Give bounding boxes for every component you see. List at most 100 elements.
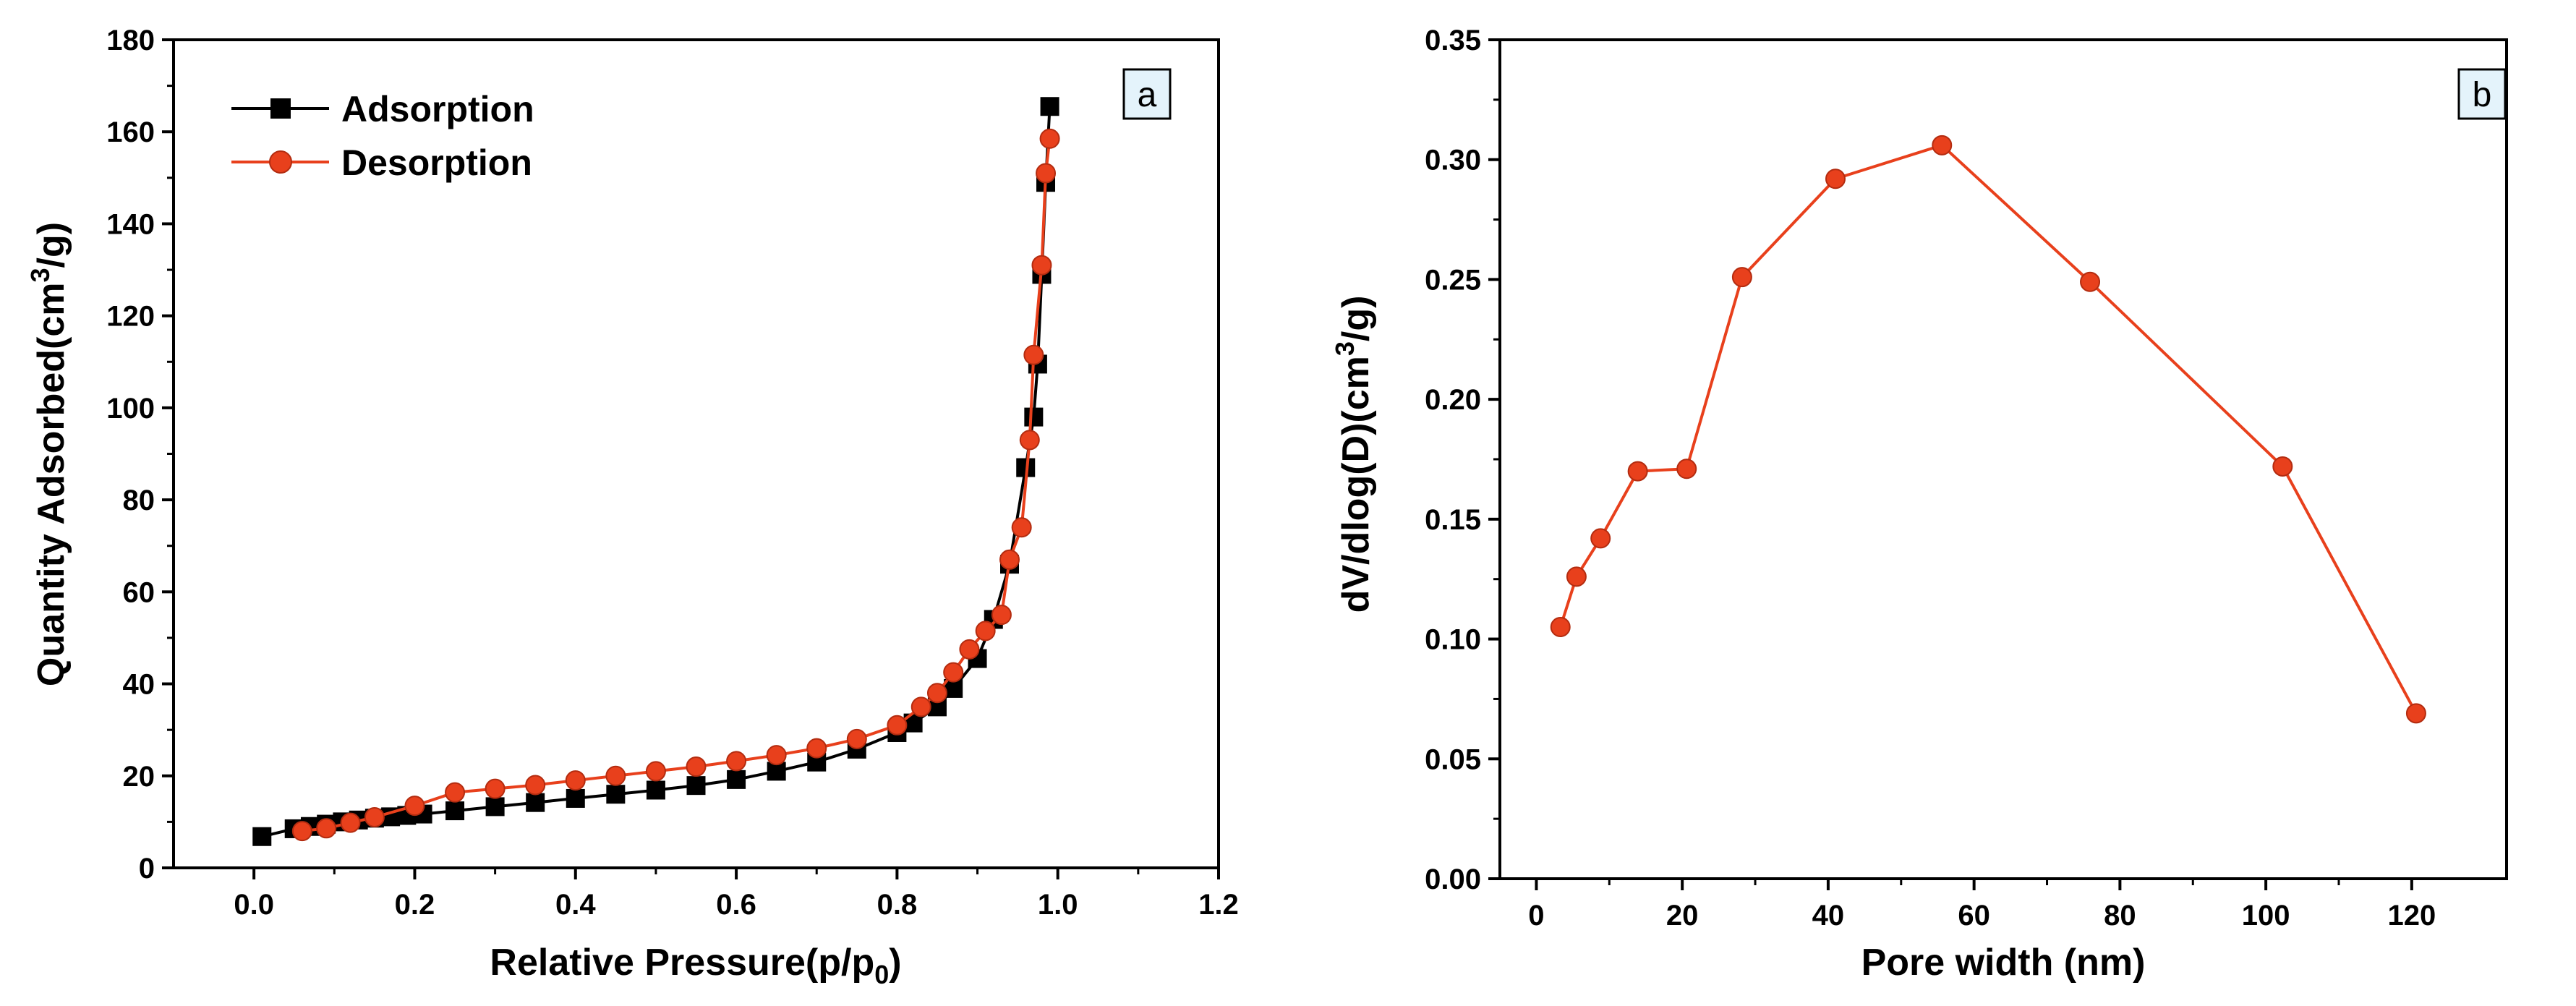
panel-a-data-point [1040, 97, 1059, 116]
panel-a-x-tick-label: 0.8 [877, 889, 918, 921]
panel-b-data-point [2080, 271, 2101, 292]
panel-b-x-tick-label: 100 [2242, 900, 2290, 932]
panel-a-x-tick-label: 0.0 [234, 889, 274, 921]
panel-a-xlabel: Relative Pressure(p/p0) [490, 942, 901, 989]
panel-b-x-tick-label: 0 [1528, 900, 1544, 932]
panel-a-data-point [991, 605, 1012, 626]
panel-b-y-tick-label: 0.20 [1425, 384, 1481, 416]
panel-a-data-point [445, 782, 466, 803]
panel-a-data-point [975, 621, 996, 641]
legend-item-adsorption: Adsorption [231, 89, 534, 129]
panel-a-data-point [1011, 517, 1032, 538]
panel-a-data-point [340, 812, 361, 833]
panel-b-data-point [1566, 566, 1587, 587]
panel-b-axes: 0 20 40 60 80 100 120 0.00 0.05 0.10 0.15 0.20 0.25 0… [1425, 25, 2436, 932]
panel-b-data-point [1590, 528, 1611, 549]
panel-a-data-point [316, 818, 337, 839]
panel-a-data-point [910, 696, 931, 717]
panel-a-data-point [887, 715, 908, 736]
panel-a-x-tick-label: 1.2 [1198, 889, 1239, 921]
panel-a-tag-label: a [1138, 76, 1157, 114]
panel-a-y-tick-label: 80 [123, 485, 155, 516]
legend-marker-adsorption [270, 98, 291, 119]
panel-a-data-point [485, 778, 506, 799]
panel-a-series-line-1 [302, 138, 1052, 833]
panel-b-data-point [1825, 169, 1846, 189]
panel-b-x-tick-label: 40 [1812, 900, 1845, 932]
panel-a-data-point [291, 821, 312, 842]
panel-a-data-point [565, 770, 586, 791]
panel-a-data-point [999, 549, 1020, 570]
panel-b-data-point [1550, 617, 1571, 637]
panel-a-data-point [1031, 255, 1052, 276]
panel-a-tag-box [1122, 68, 1172, 120]
panel-a-data-point [645, 761, 666, 782]
panel-b-data-point [1932, 135, 1953, 155]
panel-a-series [252, 97, 1060, 846]
panel-a-data-point [1039, 128, 1060, 149]
panel-b-pore-size-distribution: 0 20 40 60 80 100 120 0.00 0.05 0.10 0.15 0.20 0.25 0… [1330, 25, 2508, 984]
panel-a-adsorption-isotherm: 0.0 0.2 0.4 0.6 0.8 1.0 1.2 0 20 40 60 80 100 120 140 1… [25, 25, 1239, 989]
panel-a-data-point [646, 780, 665, 800]
panel-b-data-point [2272, 456, 2293, 477]
panel-a-ylabel: Quantity Adsorbed(cm3/g) [25, 222, 72, 686]
panel-b-ylabel: dV/dlog(D)(cm3/g) [1330, 296, 1377, 613]
panel-a-x-tick-label: 1.0 [1038, 889, 1078, 921]
panel-a-x-tick-label: 0.4 [555, 889, 596, 921]
panel-a-series-line-0 [261, 106, 1052, 838]
panel-a-y-tick-label: 40 [123, 669, 155, 701]
panel-a-data-point [485, 797, 505, 817]
panel-a-y-tick-label: 160 [106, 116, 155, 148]
panel-a-x-tick-label: 0.6 [716, 889, 756, 921]
legend-label-adsorption: Adsorption [341, 89, 534, 129]
panel-b-x-tick-label: 20 [1666, 900, 1699, 932]
panel-a-data-point [727, 770, 746, 789]
panel-b-xlabel: Pore width (nm) [1861, 942, 2146, 984]
panel-a-data-point [525, 775, 546, 796]
panel-a-data-point [566, 788, 585, 808]
panel-a-data-point [846, 728, 867, 749]
panel-b-y-tick-label: 0.05 [1425, 743, 1481, 775]
panel-a-data-point [686, 776, 706, 796]
panel-a-x-tick-label: 0.2 [395, 889, 435, 921]
panel-b-x-tick-label: 80 [2104, 900, 2136, 932]
panel-a-data-point [404, 796, 425, 817]
panel-b-series [1550, 135, 2426, 724]
panel-b-x-tick-label: 60 [1958, 900, 1990, 932]
legend-label-desorption: Desorption [341, 142, 532, 183]
panel-a-y-tick-label: 120 [106, 301, 155, 333]
panel-a-axes: 0.0 0.2 0.4 0.6 0.8 1.0 1.2 0 20 40 60 80 100 120 140 1… [106, 25, 1239, 921]
panel-b-y-tick-label: 0.30 [1425, 145, 1481, 176]
panel-b-y-tick-label: 0.15 [1425, 504, 1481, 536]
panel-a-data-point [252, 827, 272, 846]
panel-a-data-point [766, 745, 787, 766]
panel-a-y-tick-label: 180 [106, 25, 155, 56]
panel-b-y-tick-label: 0.10 [1425, 624, 1481, 656]
panel-a-y-tick-label: 60 [123, 576, 155, 608]
panel-a-data-point [806, 738, 827, 759]
panel-b-plot-frame [1498, 38, 2508, 880]
panel-a-data-point [926, 683, 947, 704]
panel-b-y-tick-label: 0.00 [1425, 864, 1481, 895]
panel-a-plot-frame [172, 38, 1220, 869]
panel-b-y-tick-label: 0.25 [1425, 264, 1481, 296]
panel-b-data-point [1627, 461, 1648, 482]
panel-a-data-point [606, 785, 626, 804]
legend-marker-desorption [269, 150, 292, 174]
panel-b-data-point [1676, 459, 1697, 479]
panel-a-data-point [1024, 407, 1044, 427]
panel-a-y-tick-label: 0 [139, 853, 155, 884]
panel-a-data-point [526, 793, 545, 812]
panel-b-y-tick-label: 0.35 [1425, 25, 1481, 56]
panel-b-x-tick-label: 120 [2387, 900, 2436, 932]
panel-a-data-point [1023, 344, 1044, 365]
panel-a-data-point [943, 662, 964, 683]
panel-a-data-point [686, 756, 707, 777]
legend-item-desorption: Desorption [231, 142, 532, 183]
panel-a-y-tick-label: 20 [123, 761, 155, 793]
panel-a-y-tick-label: 100 [106, 393, 155, 425]
panel-a-data-point [1019, 430, 1040, 451]
panel-a-data-point [364, 807, 385, 828]
panel-b-series-line-0 [1558, 143, 2418, 715]
